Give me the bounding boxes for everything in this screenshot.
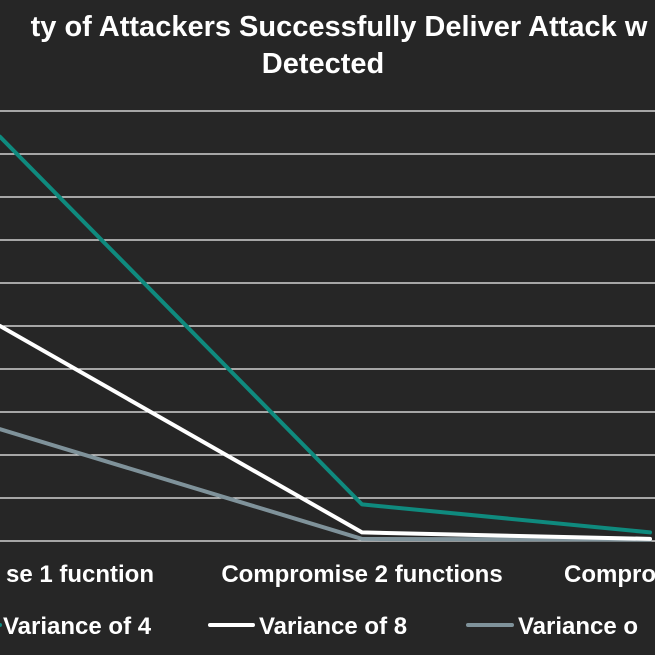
- data-point: [648, 530, 652, 534]
- legend: Variance of 4 Variance of 8 Variance o: [0, 613, 638, 640]
- chart-title-line-2: Detected: [262, 48, 385, 80]
- data-point: [0, 427, 2, 431]
- x-tick-label: se 1 fucntion: [6, 561, 154, 588]
- data-point: [360, 530, 364, 534]
- chart-title-line-1: ty of Attackers Successfully Deliver Att…: [31, 11, 648, 43]
- data-point: [360, 502, 364, 506]
- data-point: [360, 537, 364, 541]
- plot-area: [0, 134, 652, 542]
- chart-title: ty of Attackers Successfully Deliver Att…: [31, 11, 648, 80]
- series-line-1: [0, 134, 652, 535]
- x-tick-label: Compromise 2 functions: [221, 561, 502, 588]
- x-axis-tick-labels: se 1 fucntion Compromise 2 functions Compr…: [6, 561, 655, 588]
- legend-label: Variance o: [518, 613, 638, 640]
- x-tick-label: Compro: [564, 561, 655, 588]
- data-point: [648, 537, 652, 541]
- gridlines: [0, 110, 655, 542]
- series-line-2: [0, 324, 652, 541]
- legend-label: Variance of 4: [3, 613, 152, 640]
- data-point: [0, 135, 2, 139]
- data-point: [0, 324, 2, 328]
- legend-label: Variance of 8: [259, 613, 407, 640]
